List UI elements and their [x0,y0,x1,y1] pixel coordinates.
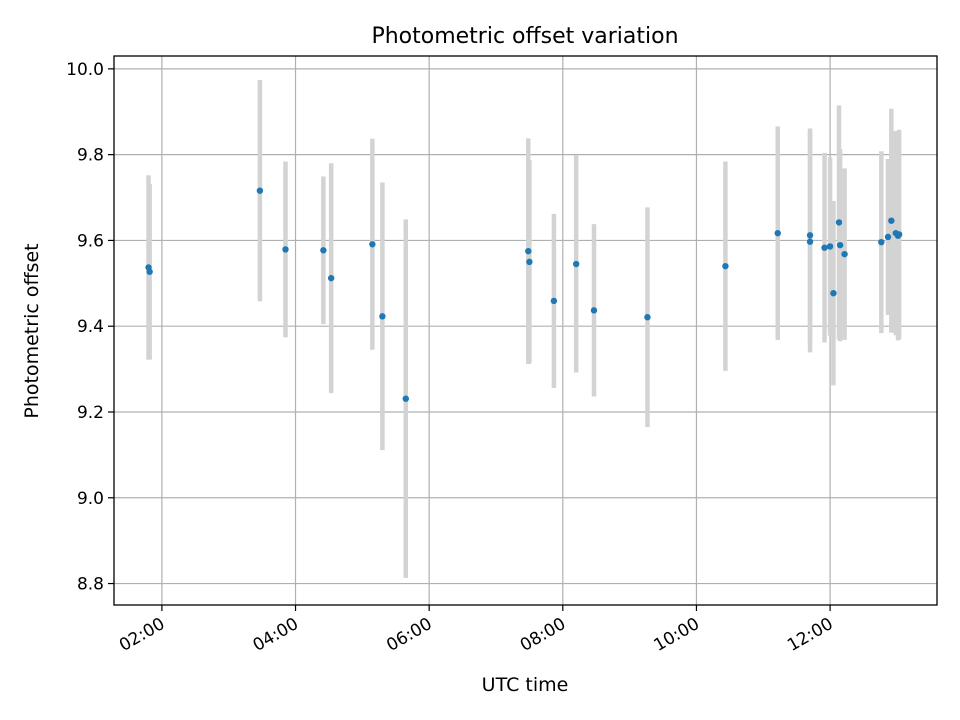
data-point [821,244,828,251]
y-tick-label: 9.6 [77,231,104,251]
y-tick-label: 9.0 [77,489,104,509]
data-point [774,229,781,237]
data-point [806,232,814,239]
data-point [402,395,409,402]
data-point [884,233,892,241]
data-point [895,231,903,238]
y-axis-label: Photometric offset [21,243,43,418]
data-point [835,219,843,226]
point-layer [145,187,903,402]
data-point [256,187,264,194]
data-point [282,246,289,253]
y-tick-label: 8.8 [77,575,104,595]
y-tick-label: 9.4 [77,317,104,337]
data-point [836,241,844,249]
data-point [525,247,532,255]
data-point [590,307,598,314]
y-tick-label: 9.8 [77,146,104,166]
plot-frame [113,55,938,606]
data-point [146,268,153,275]
data-point [320,247,327,254]
data-point [379,313,386,320]
data-point [830,289,837,297]
data-point [722,262,729,270]
data-point [841,250,848,258]
data-point [806,238,814,245]
y-tick-label: 10.0 [66,60,104,80]
data-point [888,217,895,224]
y-tick-label: 9.2 [77,403,104,423]
data-point [369,241,376,248]
data-point [826,243,834,250]
x-axis-label: UTC time [482,674,569,696]
data-point [327,274,335,282]
data-point [550,297,558,305]
chart-title: Photometric offset variation [371,24,678,49]
data-point [644,314,651,321]
data-point [572,260,580,268]
data-point [878,238,885,246]
data-point [526,258,533,266]
